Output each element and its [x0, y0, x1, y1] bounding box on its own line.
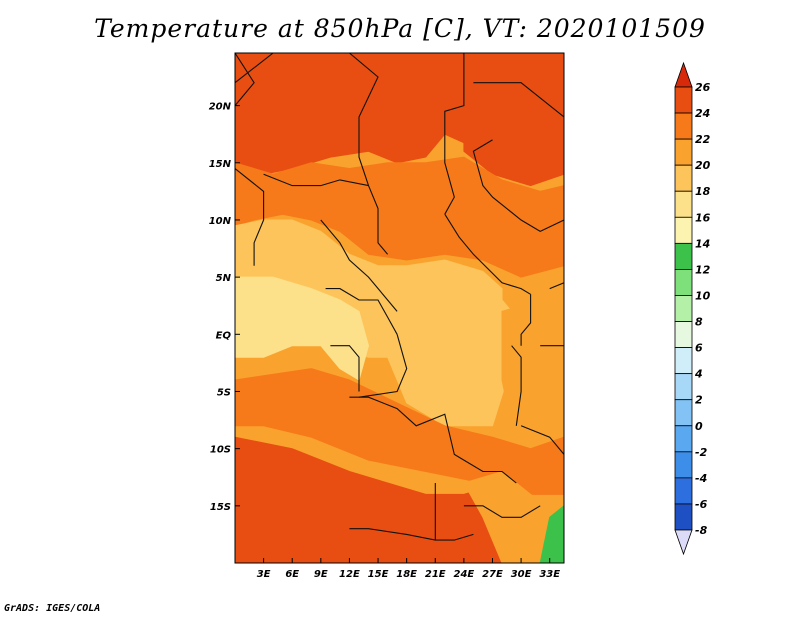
- border-line: [235, 53, 274, 84]
- border-line: [358, 334, 408, 398]
- colorbar-swatch: [674, 451, 693, 479]
- border-line: [349, 53, 379, 186]
- border-line: [367, 185, 389, 255]
- colorbar-label: 6: [695, 342, 703, 355]
- border-line: [349, 528, 474, 541]
- colorbar-label: 8: [695, 316, 703, 329]
- colorbar-min-triangle: [674, 529, 693, 556]
- border-line: [520, 425, 564, 455]
- colorbar-max-triangle: [674, 61, 693, 88]
- colorbar-label: 10: [695, 289, 711, 302]
- border-line: [349, 396, 517, 484]
- border-line: [463, 505, 541, 518]
- colorbar-swatch: [674, 164, 693, 192]
- colorbar-swatch: [674, 399, 693, 427]
- temp-region-namibia-botswana: [235, 436, 522, 563]
- colorbar-swatch: [674, 425, 693, 453]
- chart-title: Temperature at 850hPa [C], VT: 202010150…: [94, 14, 706, 43]
- border-line: [320, 219, 398, 312]
- y-tick-label: 15N: [209, 159, 232, 170]
- temp-region-mozambique-green-patch: [539, 505, 564, 563]
- y-tick-label: 15S: [210, 502, 231, 513]
- temp-region-east-africa-highlands: [501, 299, 564, 438]
- border-line: [330, 345, 360, 392]
- colorbar-label: -2: [695, 446, 708, 459]
- border-line: [473, 82, 564, 118]
- x-tick-label: 33E: [539, 569, 560, 580]
- colorbar-label: -4: [695, 472, 707, 485]
- colorbar-swatch: [674, 112, 693, 140]
- temp-region-angola: [235, 368, 564, 495]
- colorbar-label: 18: [695, 185, 711, 198]
- colorbar-label: 20: [695, 159, 711, 172]
- y-tick-label: 10N: [209, 216, 232, 227]
- border-line: [549, 282, 564, 290]
- border-line: [444, 213, 531, 295]
- x-tick-label: 6E: [285, 569, 299, 580]
- temp-region-northeast-band: [463, 53, 564, 187]
- colorbar-swatch: [674, 242, 693, 270]
- colorbar-label: -6: [695, 498, 708, 511]
- y-tick-label: EQ: [216, 330, 232, 341]
- colorbar-swatch: [674, 503, 693, 531]
- y-axis: 20N 15N 10N 5N EQ 5S 10S 15S: [209, 102, 240, 513]
- temp-region-sahel: [235, 156, 564, 278]
- y-tick-label: 5S: [217, 387, 231, 398]
- border-line: [444, 53, 465, 215]
- border-line: [235, 53, 255, 106]
- colorbar-swatch: [674, 373, 693, 401]
- x-tick-label: 21E: [425, 569, 446, 580]
- colorbar-swatch: [674, 321, 693, 348]
- colorbar-label: -8: [695, 524, 708, 537]
- y-tick-label: 10S: [210, 445, 231, 456]
- grads-credit: GrADS: IGES/COLA: [4, 603, 101, 614]
- colorbar-swatch: [674, 295, 693, 322]
- x-tick-label: 12E: [339, 569, 360, 580]
- border-line: [511, 345, 522, 426]
- colorbar-swatch: [674, 138, 693, 166]
- colorbar-swatch: [674, 347, 693, 375]
- x-tick-label: 15E: [368, 569, 389, 580]
- x-tick-label: 9E: [314, 569, 328, 580]
- colorbar-swatch: [674, 86, 693, 114]
- colorbar-swatch: [674, 190, 693, 218]
- colorbar-swatch: [674, 269, 693, 296]
- x-tick-label: 24E: [453, 569, 474, 580]
- border-line: [235, 168, 265, 266]
- x-axis: 3E 6E 9E 12E 15E 18E 21E 24E 27E 30E 33E: [257, 558, 560, 580]
- colorbar-label: 12: [695, 263, 711, 276]
- colorbar-swatch: [674, 477, 693, 505]
- temperature-map: [235, 53, 564, 563]
- border-line: [325, 288, 398, 335]
- x-tick-label: 30E: [511, 569, 532, 580]
- colorbar-label: 2: [695, 394, 703, 407]
- colorbar-label: 14: [695, 237, 710, 250]
- border-line: [520, 294, 532, 346]
- temp-region-congo-basin: [387, 276, 513, 427]
- y-tick-label: 20N: [209, 102, 232, 113]
- colorbar-label: 26: [695, 81, 711, 94]
- x-tick-label: 3E: [257, 569, 271, 580]
- y-tick-label: 5N: [216, 273, 232, 284]
- colorbar-label: 22: [695, 133, 711, 146]
- border-line: [472, 139, 564, 233]
- border-line: [263, 173, 369, 187]
- map-frame: [234, 52, 565, 564]
- x-tick-label: 27E: [482, 569, 503, 580]
- colorbar-label: 16: [695, 211, 711, 224]
- colorbar-label: 24: [695, 107, 710, 120]
- country-borders: [235, 53, 564, 541]
- colorbar-swatch: [674, 216, 693, 244]
- x-tick-label: 18E: [396, 569, 417, 580]
- colorbar-label: 0: [695, 420, 703, 433]
- colorbar-label: 4: [694, 368, 703, 381]
